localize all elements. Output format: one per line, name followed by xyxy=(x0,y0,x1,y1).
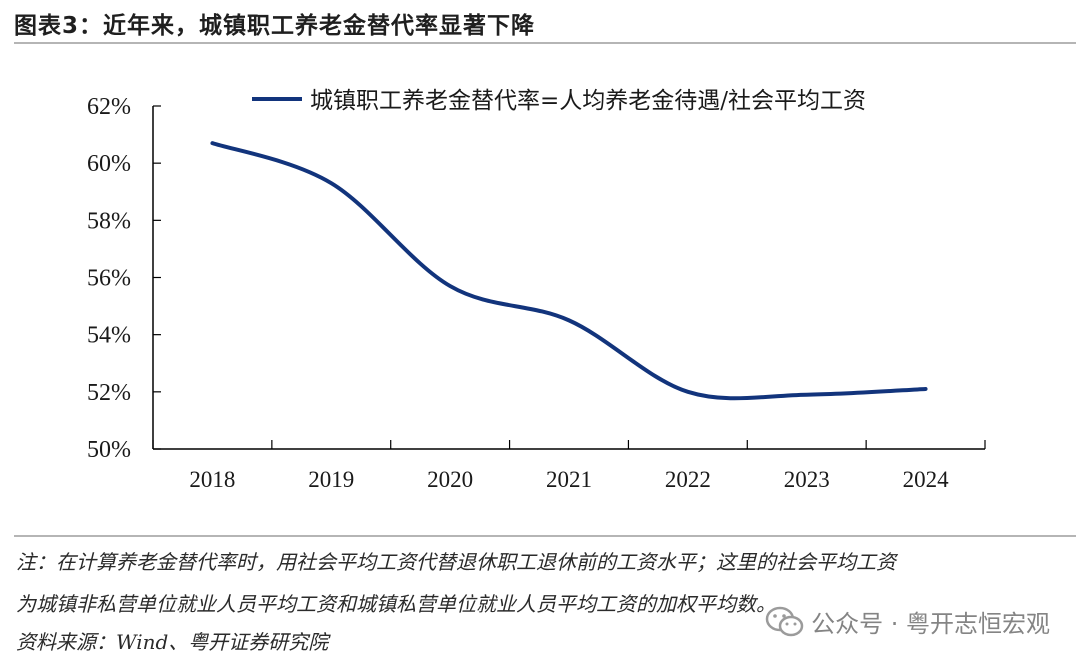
x-tick-label: 2019 xyxy=(308,467,354,492)
watermark-text: 公众号 · 粤开志恒宏观 xyxy=(811,610,1050,638)
footer-divider xyxy=(14,535,1076,537)
source-text: 资料来源：Wind、粤开证券研究院 xyxy=(16,630,329,654)
x-tick-label: 2023 xyxy=(784,467,830,492)
y-tick-label: 54% xyxy=(87,323,131,349)
wechat-icon xyxy=(765,606,804,636)
y-tick-label: 50% xyxy=(87,437,131,463)
title-divider xyxy=(14,42,1076,44)
y-tick-label: 62% xyxy=(87,94,131,120)
note-line-1: 注：在计算养老金替代率时，用社会平均工资代替退休职工退休前的工资水平；这里的社会… xyxy=(16,550,896,574)
watermark: 公众号 · 粤开志恒宏观 xyxy=(765,604,1050,639)
y-tick-label: 52% xyxy=(87,380,131,406)
legend-label: 城镇职工养老金替代率=人均养老金待遇/社会平均工资 xyxy=(310,88,866,114)
figure-title: 图表3：近年来，城镇职工养老金替代率显著下降 xyxy=(14,13,536,39)
y-tick-label: 60% xyxy=(87,151,131,177)
x-tick-label: 2022 xyxy=(665,467,711,492)
x-tick-label: 2020 xyxy=(427,467,473,492)
x-tick-label: 2021 xyxy=(546,467,592,492)
y-tick-label: 58% xyxy=(87,208,131,234)
series-line xyxy=(210,141,928,401)
line-chart: 50% 52% 54% 56% 58% 60% 62% 2018 2019 2020 2021 202… xyxy=(87,88,986,492)
note-line-2: 为城镇非私营单位就业人员平均工资和城镇私营单位就业人员平均工资的加权平均数。 xyxy=(16,592,776,616)
x-tick-label: 2024 xyxy=(903,467,950,492)
x-tick-label: 2018 xyxy=(189,467,235,492)
y-tick-label: 56% xyxy=(87,266,131,292)
